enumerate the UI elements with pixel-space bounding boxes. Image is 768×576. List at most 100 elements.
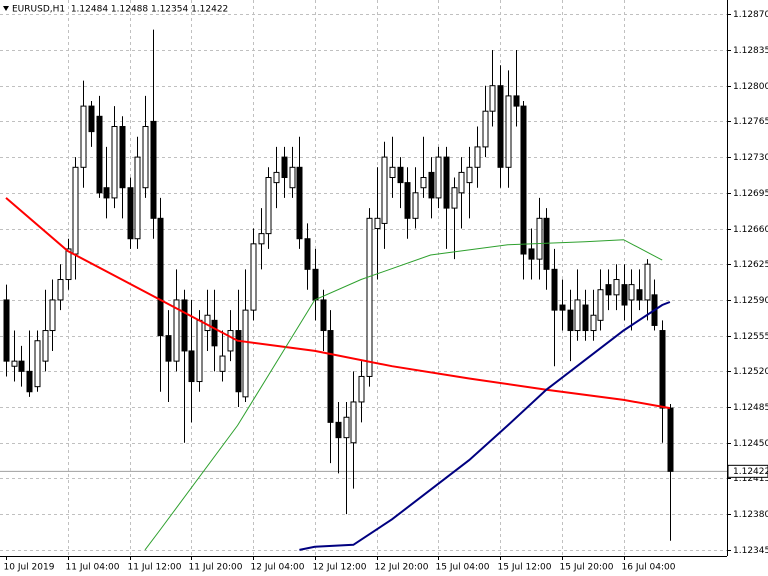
x-tick-label: 11 Jul 12:00 bbox=[128, 563, 182, 573]
candle-body bbox=[667, 407, 674, 472]
x-tick-label: 12 Jul 20:00 bbox=[375, 563, 429, 573]
candle-body bbox=[404, 182, 411, 219]
candle-body bbox=[157, 217, 164, 337]
candle-body bbox=[188, 350, 195, 383]
x-tick-label: 11 Jul 04:00 bbox=[66, 563, 120, 573]
candle-body bbox=[412, 192, 419, 219]
candle-body bbox=[312, 268, 319, 301]
candle-body bbox=[211, 319, 218, 347]
candle-body bbox=[127, 187, 134, 240]
y-tick-label: 1.12870 bbox=[733, 10, 768, 20]
x-tick-label: 12 Jul 12:00 bbox=[313, 563, 367, 573]
candle-body bbox=[327, 330, 334, 423]
candle-body bbox=[381, 156, 388, 224]
candle-body bbox=[374, 217, 381, 230]
candle-body bbox=[574, 299, 581, 332]
candle-body bbox=[528, 248, 535, 260]
candle-body bbox=[582, 304, 589, 332]
moving-average bbox=[5, 197, 671, 410]
candle-body bbox=[219, 355, 226, 372]
candle-body bbox=[250, 243, 257, 311]
candle-body bbox=[18, 360, 25, 372]
candle-body bbox=[111, 126, 118, 199]
candle-body bbox=[11, 360, 18, 367]
candle-body bbox=[366, 217, 373, 377]
candle-body bbox=[420, 177, 427, 189]
candle-body bbox=[88, 105, 95, 133]
candle-body bbox=[273, 171, 280, 184]
candle-body bbox=[597, 289, 604, 321]
x-tick-label: 12 Jul 04:00 bbox=[251, 563, 305, 573]
x-tick-label: 15 Jul 04:00 bbox=[436, 563, 490, 573]
candle-body bbox=[628, 284, 635, 301]
candle-body bbox=[644, 263, 651, 301]
candle-body bbox=[451, 187, 458, 209]
candle-body bbox=[80, 105, 87, 168]
candle-body bbox=[34, 340, 41, 388]
candle-body bbox=[3, 299, 10, 362]
y-tick-label: 1.12590 bbox=[733, 296, 768, 306]
candle-body bbox=[196, 319, 203, 383]
candle-body bbox=[443, 156, 450, 209]
candle-body bbox=[590, 314, 597, 332]
candle-body bbox=[659, 330, 666, 409]
y-tick-label: 1.12345 bbox=[733, 546, 768, 556]
candle-body bbox=[49, 299, 56, 332]
candle-body bbox=[636, 289, 643, 301]
x-tick-label: 10 Jul 2019 bbox=[4, 563, 55, 573]
candle-body bbox=[536, 217, 543, 260]
candle-body bbox=[350, 401, 357, 444]
candle-body bbox=[65, 248, 72, 281]
candle-body bbox=[605, 284, 612, 296]
candle-body bbox=[42, 330, 49, 362]
x-tick-label: 11 Jul 20:00 bbox=[189, 563, 243, 573]
candle-body bbox=[520, 105, 527, 255]
candle-body bbox=[304, 238, 311, 270]
y-tick-label: 1.12415 bbox=[733, 474, 768, 484]
candle-body bbox=[505, 95, 512, 168]
y-tick-label: 1.12730 bbox=[733, 153, 768, 163]
y-tick-label: 1.12800 bbox=[733, 82, 768, 92]
candle-body bbox=[26, 370, 33, 393]
candle-body bbox=[150, 120, 157, 219]
candle-body bbox=[621, 284, 628, 306]
candle-body bbox=[242, 309, 249, 398]
candle-body bbox=[96, 115, 103, 194]
y-tick-label: 1.12520 bbox=[733, 367, 768, 377]
moving-average bbox=[144, 239, 663, 551]
candle-body bbox=[428, 171, 435, 199]
candle-body bbox=[474, 146, 481, 168]
candle-body bbox=[265, 177, 272, 235]
candle-body bbox=[258, 233, 265, 245]
candle-body bbox=[235, 330, 242, 393]
y-tick-label: 1.12380 bbox=[733, 510, 768, 520]
x-tick-label: 16 Jul 04:00 bbox=[622, 563, 676, 573]
candle-body bbox=[57, 279, 64, 301]
candle-body bbox=[165, 335, 172, 362]
candle-body bbox=[343, 416, 350, 439]
candle-body bbox=[119, 126, 126, 189]
y-tick-label: 1.12660 bbox=[733, 225, 768, 235]
x-tick-label: 15 Jul 20:00 bbox=[560, 563, 614, 573]
candle-body bbox=[103, 187, 110, 199]
y-tick-label: 1.12555 bbox=[733, 332, 768, 342]
candle-body bbox=[551, 268, 558, 311]
candle-body bbox=[227, 330, 234, 352]
y-tick-label: 1.12450 bbox=[733, 439, 768, 449]
candle-body bbox=[72, 166, 79, 255]
candle-body bbox=[559, 304, 566, 311]
candle-body bbox=[497, 85, 504, 168]
candle-body bbox=[320, 299, 327, 332]
candle-body bbox=[489, 85, 496, 112]
candle-body bbox=[397, 166, 404, 184]
y-tick-label: 1.12485 bbox=[733, 403, 768, 413]
symbol-menu-icon[interactable] bbox=[3, 6, 9, 11]
price-tag-label: 1.12422 bbox=[733, 467, 768, 477]
candle-body bbox=[281, 156, 288, 179]
candle-body bbox=[142, 126, 149, 189]
candle-body bbox=[335, 421, 342, 439]
candle-body bbox=[466, 166, 473, 184]
y-tick-label: 1.12695 bbox=[733, 189, 768, 199]
candle-body bbox=[358, 375, 365, 403]
